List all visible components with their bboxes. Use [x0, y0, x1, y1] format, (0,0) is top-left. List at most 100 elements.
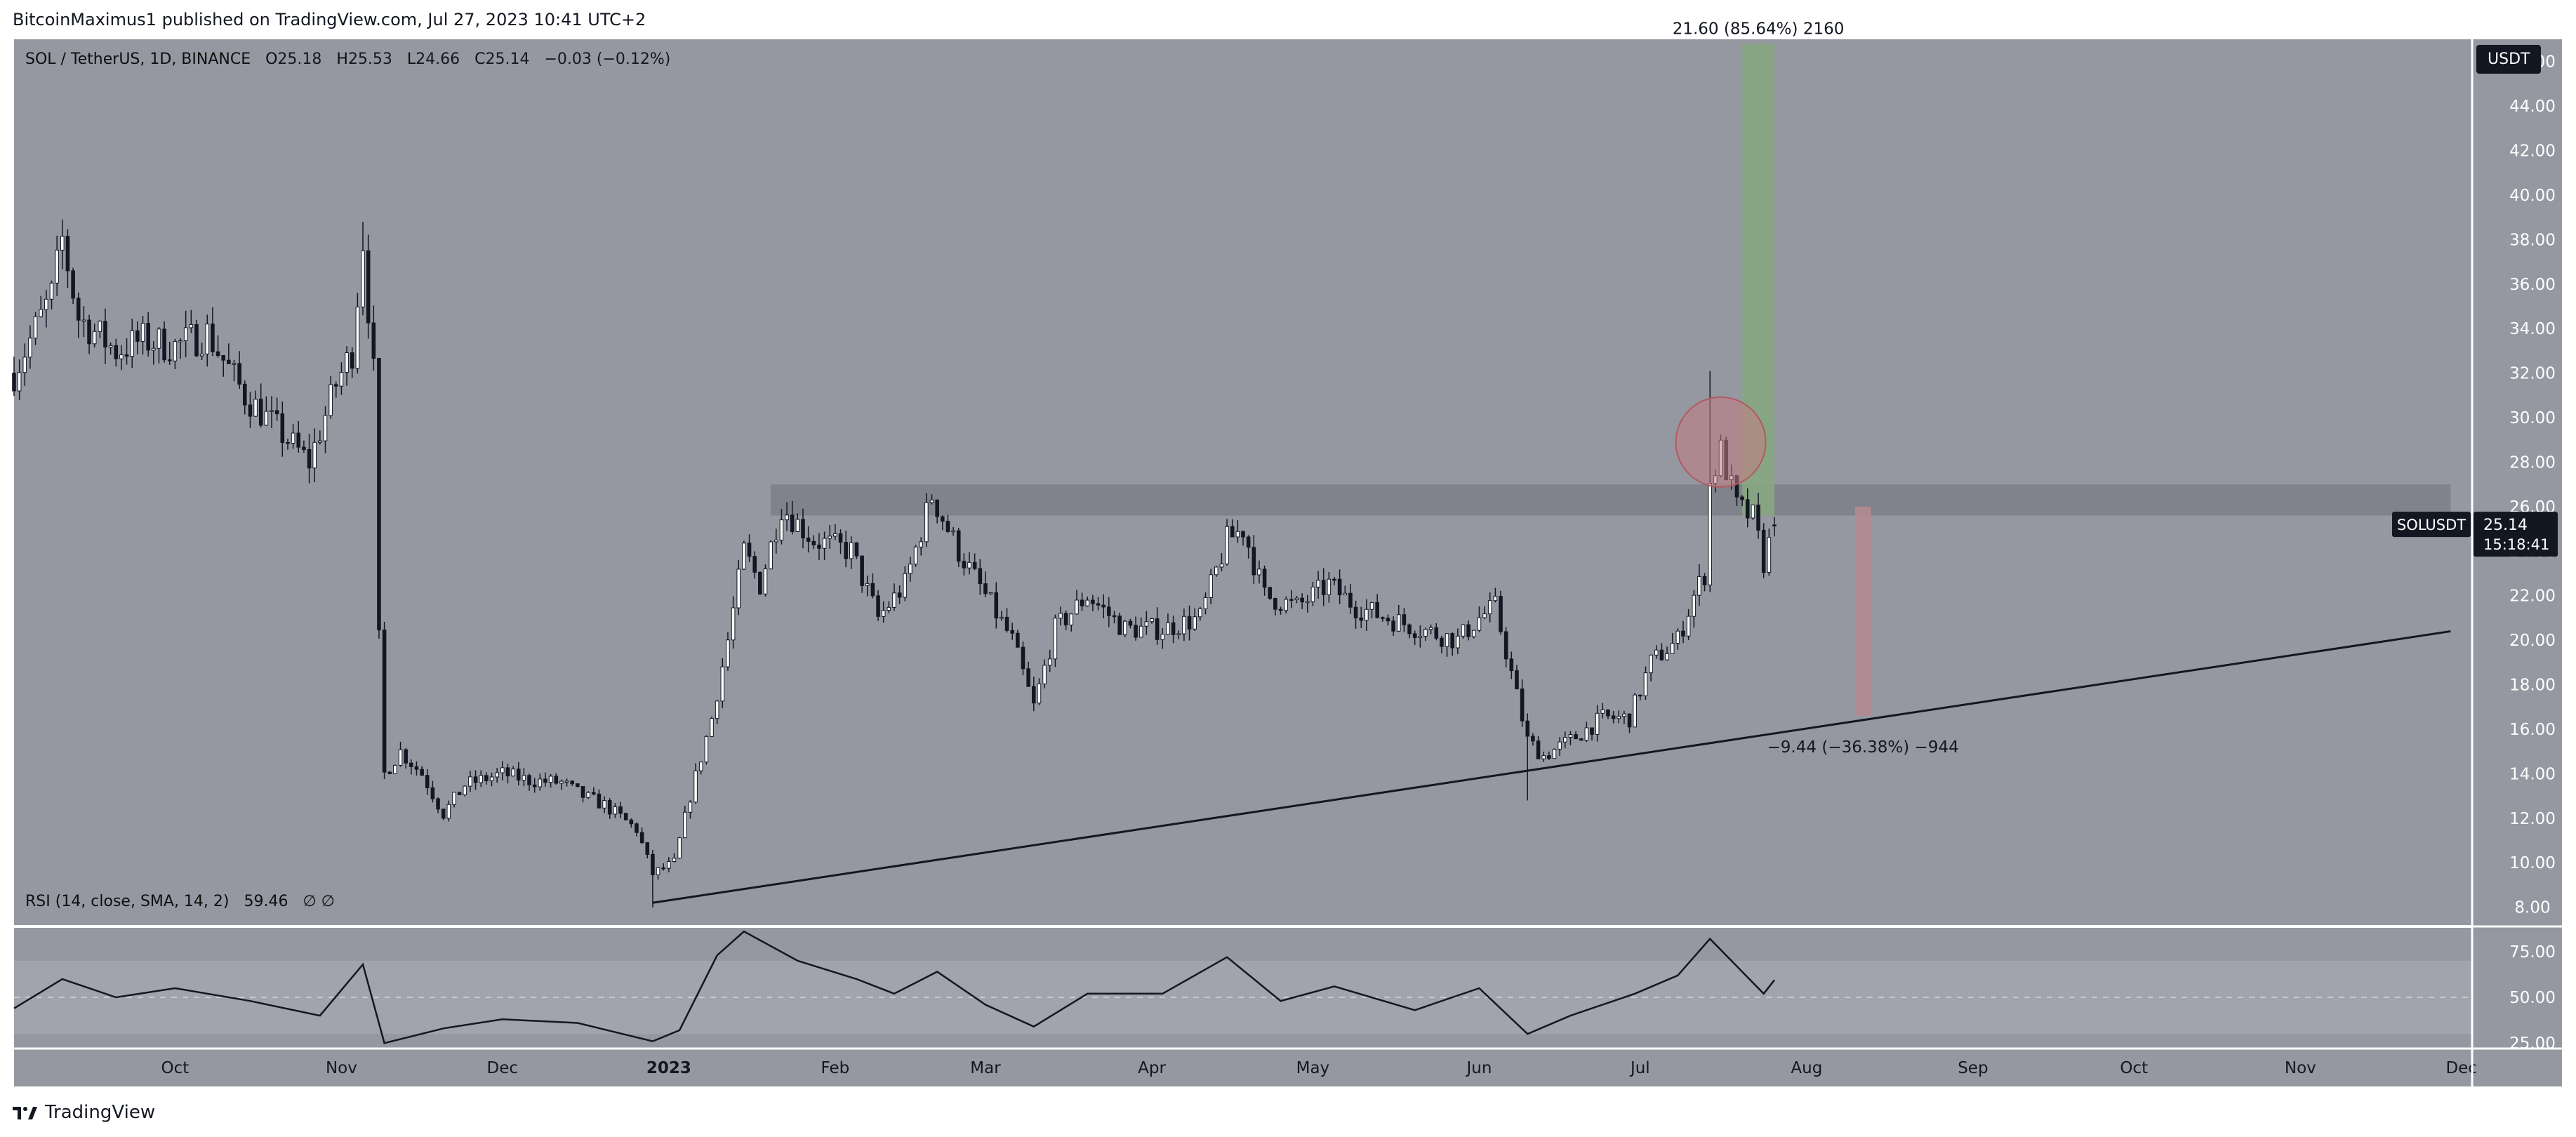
candle-body [1294, 597, 1299, 601]
candle [511, 766, 515, 777]
candle [1289, 590, 1294, 609]
candle-body [65, 236, 70, 272]
candle-body [1225, 526, 1229, 565]
candle-body [1004, 616, 1009, 631]
candle [103, 308, 107, 364]
candle [312, 428, 317, 483]
candle [1402, 608, 1407, 632]
candle-body [1654, 649, 1659, 656]
candle [135, 321, 140, 354]
currency-badge[interactable]: USDT [2476, 45, 2542, 74]
time-axis[interactable] [14, 1049, 2472, 1086]
candle-body [227, 359, 231, 364]
last-price-text: 25.14 [2483, 517, 2528, 534]
candle-body [1740, 496, 1744, 500]
candle-body [500, 767, 505, 773]
candle [1112, 611, 1117, 624]
rsi-tick-label: 25.00 [2509, 1035, 2556, 1053]
candle-body [1343, 592, 1348, 596]
rsi-tick-labels: 25.00 50.00 75.00 [2509, 943, 2556, 1053]
price-tick-label: 42.00 [2509, 142, 2556, 161]
candle [1069, 613, 1074, 632]
candle [1702, 573, 1707, 592]
candle-body [1493, 596, 1498, 601]
candle [988, 592, 993, 595]
candle [81, 306, 86, 338]
candle [1053, 614, 1058, 667]
candle [1622, 710, 1626, 724]
candle-body [237, 363, 241, 385]
candle-body [833, 533, 837, 537]
candle-body [522, 775, 526, 781]
candle-body [1434, 627, 1439, 639]
candle [1042, 659, 1047, 689]
symbol-legend: SOL / TetherUS, 1D, BINANCE O25.18 H25.5… [25, 51, 670, 68]
candle-body [1058, 613, 1063, 619]
candle [592, 787, 596, 796]
candle [1552, 748, 1557, 759]
candle-body [1659, 649, 1664, 660]
candle [1080, 592, 1084, 611]
candle [1085, 597, 1090, 607]
candle-body [951, 530, 955, 533]
time-tick-labels: Oct Nov Dec 2023 Feb Mar Apr May Jun Jul Aug Sep Oct… [161, 1059, 2476, 1077]
candle-body [1235, 531, 1240, 538]
candle [1321, 568, 1326, 606]
candle [420, 766, 424, 776]
candle-body [221, 355, 225, 361]
candle-body [28, 338, 32, 358]
candle-body [635, 823, 639, 833]
candle-body [838, 533, 843, 543]
candle [28, 325, 32, 369]
candle [876, 590, 880, 621]
time-tick-label: May [1296, 1059, 1330, 1077]
candle-body [1128, 620, 1133, 626]
candle [33, 312, 38, 345]
candle [1633, 693, 1637, 728]
candle [752, 551, 757, 579]
candle-body [232, 363, 237, 365]
long-target-label: 21.60 (85.64%) 2160 [1673, 20, 1845, 38]
candle-body [1101, 604, 1106, 608]
candle-body [774, 539, 778, 543]
candle [366, 234, 371, 339]
candle-body [618, 806, 623, 814]
candle [473, 770, 478, 790]
candle [114, 338, 119, 367]
candle [1381, 616, 1385, 622]
candle [1150, 618, 1154, 624]
candle-body [404, 749, 408, 764]
candle [892, 583, 896, 611]
candle-body [1595, 712, 1600, 735]
candle [576, 783, 580, 787]
candle-body [1450, 633, 1454, 649]
candle-body [511, 769, 515, 777]
candle-body [420, 769, 424, 776]
candle [264, 396, 269, 426]
candle [1327, 572, 1332, 603]
candle [1369, 601, 1374, 619]
candle [242, 380, 247, 415]
candle [1117, 612, 1122, 635]
candle-body [1381, 617, 1385, 619]
candle-body [1117, 616, 1122, 635]
candle-body [108, 345, 113, 348]
candle-body [1209, 574, 1213, 598]
candle-body [387, 771, 392, 774]
candle [152, 340, 156, 365]
candle [495, 767, 499, 783]
price-tick-label: 22.00 [2509, 587, 2556, 606]
candle-body [1471, 630, 1476, 637]
candle-body [532, 784, 537, 787]
candle [844, 531, 848, 568]
candle-body [1037, 683, 1042, 704]
candle-body [677, 837, 682, 859]
candle-body [1600, 709, 1605, 714]
time-tick-label: Jul [1629, 1059, 1650, 1077]
candle [1348, 583, 1353, 614]
price-axis[interactable] [2472, 39, 2562, 1086]
candle-body [1520, 689, 1525, 722]
close-value: 25.14 [485, 51, 530, 68]
candle [1515, 665, 1519, 690]
